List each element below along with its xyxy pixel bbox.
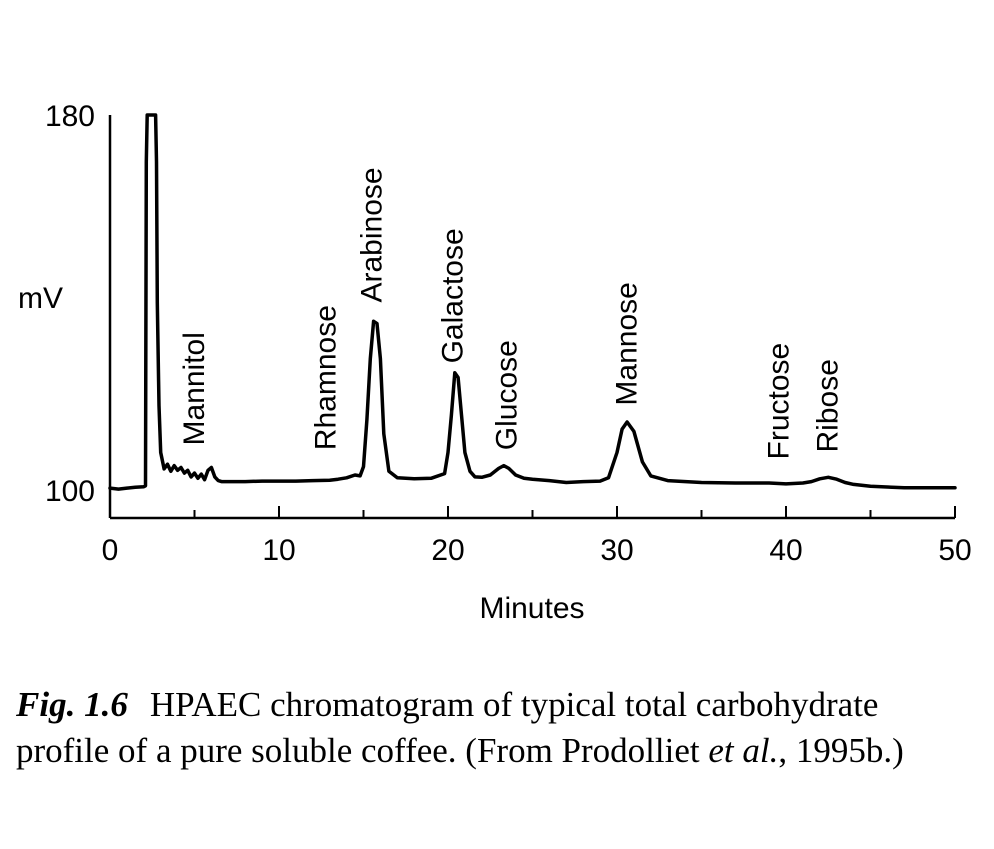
peak-label: Ribose: [812, 359, 845, 452]
figure-caption: Fig. 1.6 HPAEC chromatogram of typical to…: [16, 682, 976, 774]
chromatogram-chart: 0 10 20 30 40 50 100 180 mV Minutes Mannitol Rh…: [18, 100, 972, 625]
x-tick-label: 0: [102, 534, 119, 567]
peak-label: Glucose: [491, 340, 524, 450]
x-tick-label: 50: [938, 534, 971, 567]
y-ticks: 100 180: [45, 100, 95, 508]
axes: [108, 115, 955, 520]
peak-label: Mannose: [611, 282, 644, 405]
peak-label: Galactose: [436, 228, 469, 363]
caption-text: HPAEC chromatogram of typical total carb…: [16, 685, 879, 770]
y-tick-label: 100: [45, 475, 95, 508]
y-axis-title: mV: [18, 282, 63, 315]
peak-label: Fructose: [763, 343, 796, 460]
x-tick-label: 30: [600, 534, 633, 567]
peak-label: Rhamnose: [310, 305, 343, 450]
y-tick-label: 180: [45, 100, 95, 133]
caption-citation-italic: et al.: [708, 731, 779, 770]
x-tick-label: 20: [431, 534, 464, 567]
peak-label: Arabinose: [355, 167, 388, 302]
chromatogram-trace: [108, 113, 957, 491]
figure-label: Fig. 1.6: [16, 685, 128, 724]
x-tick-label: 10: [262, 534, 295, 567]
x-axis-title: Minutes: [479, 592, 584, 625]
x-ticks: 0 10 20 30 40 50: [102, 506, 972, 567]
peak-label: Mannitol: [178, 332, 211, 445]
caption-citation-end: , 1995b.): [778, 731, 904, 770]
peak-labels: Mannitol Rhamnose Arabinose Galactose Glucos…: [178, 167, 845, 459]
x-tick-label: 40: [769, 534, 802, 567]
